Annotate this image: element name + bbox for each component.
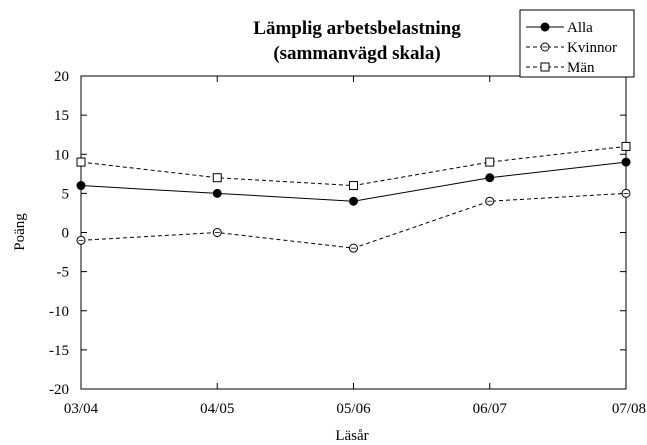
data-point-man (621, 141, 631, 151)
legend-item-man: Män (526, 60, 595, 76)
data-point-man (349, 181, 358, 191)
data-point-kvinnor (76, 235, 86, 245)
data-point-man (76, 157, 86, 167)
y-tick-label: 10 (54, 147, 69, 163)
y-axis-label: Poäng (12, 213, 28, 251)
y-tick-label: -15 (49, 343, 69, 359)
x-tick-label: 07/08 (612, 401, 646, 417)
data-point-alla (485, 173, 495, 183)
y-tick-label: -10 (49, 304, 69, 320)
y-tick-label: 5 (62, 186, 70, 202)
data-point-alla (349, 196, 358, 206)
series-line-man (80, 145, 627, 187)
data-point-alla (76, 181, 86, 191)
legend-marker (540, 42, 550, 52)
x-tick-label: 03/04 (64, 401, 99, 417)
chart-title-group: Lämplig arbetsbelastning (sammanvägd ska… (253, 18, 461, 64)
legend-label: Män (567, 60, 595, 76)
series-alla (76, 157, 631, 206)
x-tick-label: 06/07 (473, 401, 508, 417)
x-tick-label: 05/06 (336, 401, 371, 417)
y-axis: 20 15 10 5 0 -5 -10 -15 -20 (49, 69, 626, 398)
data-point-alla (621, 157, 631, 167)
data-point-kvinnor (349, 243, 358, 253)
y-tick-label: 20 (54, 69, 69, 85)
y-tick-label: 0 (62, 226, 70, 242)
legend-marker (540, 62, 550, 72)
y-tick-label: 15 (54, 108, 69, 124)
chart-subtitle: (sammanvägd skala) (273, 43, 440, 64)
data-point-alla (212, 188, 222, 198)
legend: Alla Kvinnor Män (519, 9, 635, 78)
data-point-kvinnor (212, 228, 222, 237)
chart-title: Lämplig arbetsbelastning (253, 18, 461, 39)
x-tick-label: 04/05 (200, 401, 234, 417)
data-point-man (212, 173, 222, 183)
x-axis-label: Läsår (335, 428, 368, 444)
data-point-man (485, 157, 495, 167)
legend-box (519, 9, 635, 78)
data-point-kvinnor (621, 188, 631, 198)
y-tick-label: -5 (57, 265, 70, 281)
plot-area (80, 75, 627, 390)
legend-item-kvinnor: Kvinnor (526, 40, 617, 56)
series-layer (76, 141, 631, 253)
x-axis: 03/04 04/05 05/06 06/07 07/08 (64, 76, 646, 417)
series-kvinnor (76, 188, 631, 253)
data-point-kvinnor (485, 196, 495, 206)
legend-label: Kvinnor (567, 40, 617, 56)
y-tick-label: -20 (49, 382, 69, 398)
legend-item-alla: Alla (526, 20, 593, 36)
series-man (76, 141, 631, 191)
legend-label: Alla (567, 20, 593, 36)
legend-marker (540, 22, 550, 32)
